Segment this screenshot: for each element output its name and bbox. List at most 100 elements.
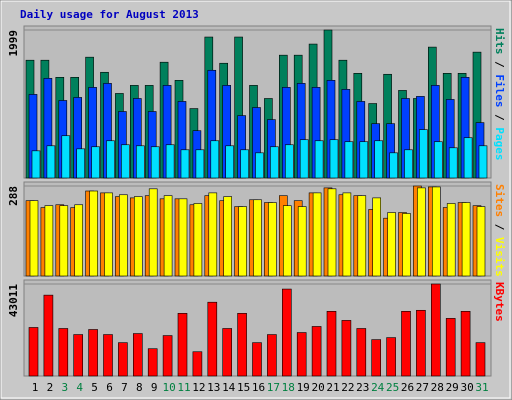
- x-tick-label: 3: [61, 381, 68, 394]
- x-tick-label: 21: [326, 381, 339, 394]
- bar: [74, 204, 83, 277]
- x-tick-label: 28: [431, 381, 444, 394]
- bar: [106, 140, 115, 179]
- x-tick-label: 24: [371, 381, 385, 394]
- x-tick-label: 22: [341, 381, 354, 394]
- bar: [475, 342, 486, 377]
- x-tick-label: 27: [416, 381, 429, 394]
- bar: [297, 206, 307, 277]
- bar: [76, 148, 85, 179]
- bar: [222, 328, 232, 377]
- bar: [121, 144, 130, 179]
- bar: [446, 203, 456, 277]
- bar: [389, 152, 398, 179]
- x-tick-label: 4: [76, 381, 83, 394]
- x-tick-label: 1: [32, 381, 39, 394]
- bar: [419, 129, 428, 179]
- legend-entry: KBytes: [493, 282, 506, 322]
- bar: [312, 192, 322, 277]
- bar: [433, 141, 443, 179]
- bar: [148, 188, 158, 277]
- bar: [165, 144, 175, 179]
- bar: [58, 328, 69, 377]
- bar: [150, 146, 160, 179]
- bar: [210, 140, 220, 179]
- bar: [416, 309, 426, 377]
- bar: [61, 135, 71, 179]
- bar: [448, 147, 458, 179]
- bar: [478, 145, 488, 179]
- bar: [207, 301, 218, 377]
- bar: [178, 198, 188, 277]
- bar: [89, 190, 98, 277]
- bar: [193, 203, 203, 277]
- bar: [371, 339, 382, 377]
- legend-separator: /: [493, 108, 506, 128]
- bar: [163, 195, 173, 277]
- bar: [476, 206, 486, 277]
- bar: [344, 141, 354, 179]
- bar: [342, 192, 352, 277]
- legend-entry: Pages: [493, 127, 506, 160]
- bar: [327, 188, 337, 277]
- bar: [329, 139, 339, 179]
- x-tick-label: 2: [47, 381, 54, 394]
- bar: [311, 326, 322, 377]
- bar: [314, 140, 324, 179]
- bar: [402, 213, 411, 277]
- x-tick-label: 19: [297, 381, 310, 394]
- bar: [268, 202, 277, 277]
- bar: [28, 327, 39, 377]
- x-tick-label: 23: [356, 381, 369, 394]
- bar: [431, 186, 441, 277]
- x-tick-label: 31: [475, 381, 488, 394]
- bar: [46, 145, 56, 179]
- legend-entry: Files: [493, 74, 506, 107]
- x-tick-label: 17: [267, 381, 280, 394]
- bar: [238, 206, 247, 277]
- bar: [296, 332, 307, 377]
- bar: [133, 333, 143, 377]
- bar: [119, 194, 128, 277]
- x-tick-label: 15: [237, 381, 250, 394]
- legend-entry: Visits: [493, 237, 506, 277]
- bar: [136, 145, 145, 179]
- bar: [240, 149, 249, 179]
- bar: [430, 283, 441, 377]
- y-tick-label: 288: [7, 186, 20, 206]
- bar: [118, 342, 128, 377]
- bar: [43, 294, 54, 377]
- x-tick-label: 6: [106, 381, 113, 394]
- bar: [357, 195, 367, 277]
- x-tick-label: 13: [207, 381, 220, 394]
- bar: [461, 202, 471, 277]
- bar: [267, 334, 277, 377]
- bar: [404, 149, 413, 179]
- bar: [88, 329, 98, 377]
- bar: [44, 205, 54, 277]
- x-tick-label: 11: [177, 381, 190, 394]
- bar: [147, 348, 158, 377]
- bar: [401, 311, 411, 377]
- x-tick-label: 5: [91, 381, 98, 394]
- bar: [180, 149, 190, 179]
- y-tick-label: 1999: [7, 30, 20, 57]
- legend-separator: /: [493, 55, 506, 75]
- bar: [162, 335, 173, 377]
- bar: [73, 334, 83, 377]
- x-tick-label: 14: [222, 381, 236, 394]
- bar: [341, 320, 352, 377]
- bar: [253, 199, 262, 277]
- x-tick-label: 9: [151, 381, 158, 394]
- bar: [31, 150, 41, 179]
- bar: [282, 205, 292, 277]
- bar: [252, 342, 262, 377]
- bar: [374, 140, 384, 179]
- bar: [386, 337, 396, 377]
- bar: [29, 200, 39, 277]
- x-tick-label: 30: [460, 381, 473, 394]
- bar: [359, 141, 369, 179]
- x-tick-label: 20: [311, 381, 324, 394]
